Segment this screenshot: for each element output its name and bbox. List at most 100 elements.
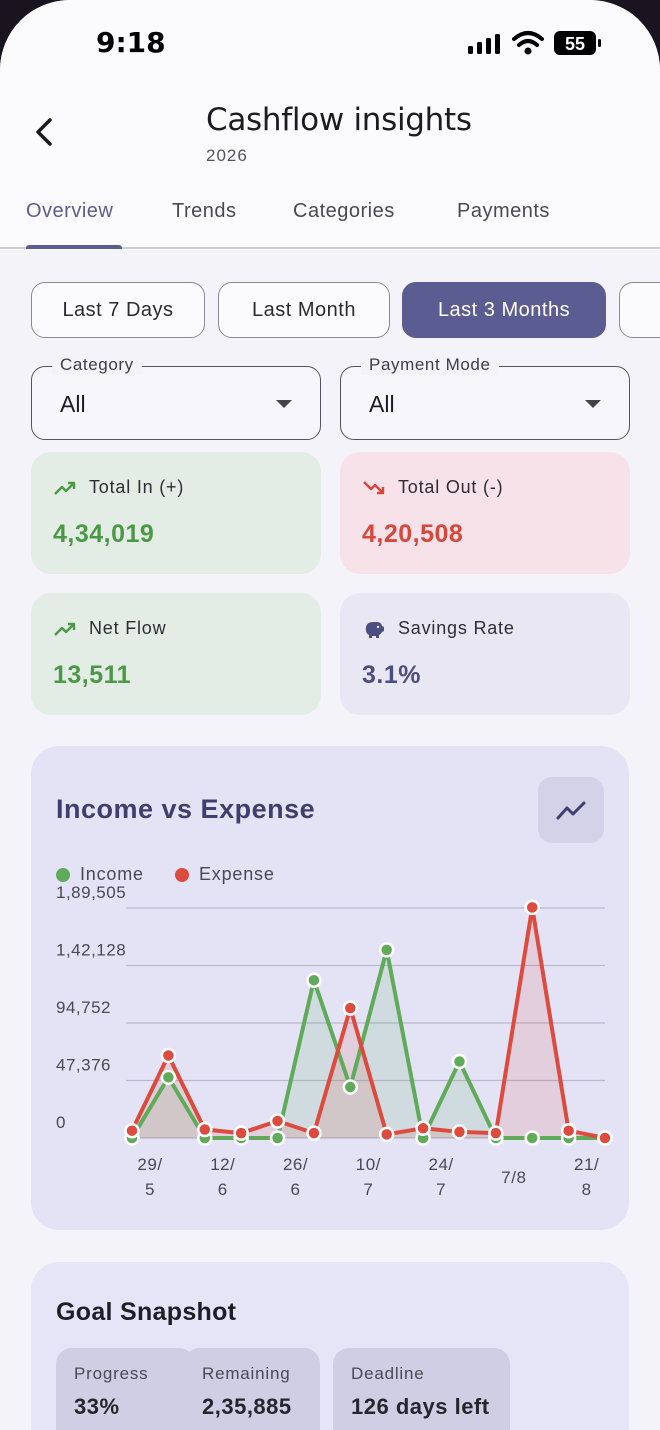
data-point-income	[378, 942, 395, 958]
goal-deadline-tile: Deadline 126 days left	[333, 1348, 510, 1430]
chart-type-toggle-button[interactable]	[538, 777, 604, 843]
legend-income: Income	[56, 864, 144, 885]
tab-categories[interactable]: Categories	[293, 200, 395, 222]
tab-divider	[0, 247, 660, 249]
net-flow-label: Net Flow	[89, 618, 167, 638]
goal-progress-label: Progress	[74, 1364, 149, 1383]
data-point-income	[451, 1053, 468, 1070]
legend-expense: Expense	[175, 864, 275, 885]
trending-up-icon	[54, 622, 76, 636]
data-point-income	[524, 1130, 540, 1146]
page-title: Cashflow insights	[206, 102, 472, 138]
x-tick-label: 10/	[356, 1155, 381, 1174]
x-tick-label: 5	[145, 1180, 155, 1199]
y-tick-label: 47,376	[56, 1056, 111, 1075]
savings-rate-card: Savings Rate 3.1%	[340, 593, 630, 715]
goal-deadline-value: 126 days left	[351, 1394, 490, 1419]
data-point-expense	[378, 1126, 395, 1143]
legend-income-label: Income	[80, 864, 144, 884]
goal-progress-value: 33%	[74, 1394, 120, 1419]
chip-last-7-days[interactable]: Last 7 Days	[31, 282, 205, 338]
goal-remaining-label: Remaining	[202, 1364, 291, 1383]
category-dropdown[interactable]: Category All	[31, 355, 321, 440]
net-flow-value: 13,511	[53, 661, 132, 689]
total-in-label: Total In (+)	[89, 477, 185, 497]
savings-rate-label: Savings Rate	[398, 618, 515, 638]
data-point-expense	[524, 899, 540, 916]
data-point-expense	[415, 1120, 431, 1137]
legend-dot-income	[56, 867, 70, 882]
status-bar: 9:18 55	[0, 0, 660, 90]
data-point-expense	[597, 1130, 613, 1146]
payment-mode-dropdown-label: Payment Mode	[361, 355, 499, 375]
category-dropdown-label: Category	[52, 355, 142, 375]
total-in-value: 4,34,019	[53, 520, 155, 548]
tab-trends[interactable]: Trends	[172, 200, 237, 222]
chip-last-month[interactable]: Last Month	[218, 282, 390, 338]
data-point-expense	[560, 1122, 577, 1139]
battery-icon: 55	[554, 31, 601, 55]
x-tick-label: 6	[291, 1180, 301, 1199]
piggy-bank-icon	[365, 622, 384, 638]
data-point-income	[269, 1130, 286, 1146]
goal-snapshot-title: Goal Snapshot	[56, 1298, 237, 1326]
active-tab-indicator	[26, 245, 122, 249]
line-chart: 1,89,505 1,42,128 94,752 47,376 0 29/5 12/6 26/…	[56, 883, 613, 1199]
x-tick-label: 21/	[574, 1155, 599, 1174]
clock: 9:18	[96, 26, 166, 59]
wifi-icon	[512, 31, 544, 55]
total-out-card: Total Out (-) 4,20,508	[340, 452, 630, 574]
data-point-expense	[269, 1113, 286, 1129]
goal-snapshot-card: Goal Snapshot Progress 33% Remaining 2,3…	[31, 1262, 629, 1430]
dropdown-arrow-icon	[585, 400, 601, 408]
x-tick-label: 7	[436, 1180, 446, 1199]
series-area-expense	[132, 907, 605, 1138]
data-point-expense	[197, 1121, 213, 1138]
series-area-income	[132, 949, 605, 1138]
total-out-label: Total Out (-)	[398, 477, 504, 497]
goal-remaining-tile: Remaining 2,35,885	[184, 1348, 320, 1430]
chart-title: Income vs Expense	[56, 794, 316, 824]
savings-rate-value: 3.1%	[362, 661, 421, 689]
y-tick-label: 1,89,505	[56, 883, 126, 902]
data-point-expense	[160, 1047, 177, 1064]
data-point-income	[160, 1069, 177, 1086]
x-tick-label: 26/	[283, 1155, 308, 1174]
tab-payments[interactable]: Payments	[457, 200, 550, 222]
back-arrow-icon[interactable]	[28, 112, 64, 152]
payment-mode-dropdown[interactable]: Payment Mode All	[340, 355, 630, 440]
x-tick-label: 24/	[429, 1155, 454, 1174]
payment-mode-dropdown-value: All	[369, 391, 395, 417]
x-tick-label: 7/8	[501, 1168, 526, 1187]
total-out-value: 4,20,508	[362, 520, 464, 548]
data-point-expense	[451, 1124, 468, 1140]
app-header: Cashflow insights 2026 Overview Trends C…	[0, 90, 660, 250]
y-tick-label: 1,42,128	[56, 941, 126, 960]
data-point-expense	[124, 1122, 140, 1139]
data-point-income	[342, 1079, 359, 1095]
legend-expense-label: Expense	[199, 864, 275, 884]
x-tick-label: 29/	[137, 1155, 162, 1174]
x-tick-label: 6	[218, 1180, 228, 1199]
x-tick-label: 8	[582, 1180, 592, 1199]
trending-down-icon	[363, 481, 385, 495]
tab-overview[interactable]: Overview	[26, 200, 114, 222]
data-point-expense	[488, 1125, 504, 1141]
net-flow-card: Net Flow 13,511	[31, 593, 321, 715]
chip-more[interactable]	[619, 282, 660, 338]
cellular-signal-icon	[468, 34, 500, 54]
goal-remaining-value: 2,35,885	[202, 1394, 292, 1419]
page-subtitle: 2026	[206, 146, 248, 165]
data-point-income	[306, 972, 322, 988]
category-dropdown-value: All	[60, 391, 86, 417]
trending-up-icon	[54, 481, 76, 495]
dropdown-arrow-icon	[276, 400, 292, 408]
data-point-expense	[233, 1125, 249, 1141]
y-tick-label: 94,752	[56, 998, 111, 1017]
total-in-card: Total In (+) 4,34,019	[31, 452, 321, 574]
goal-progress-tile: Progress 33%	[56, 1348, 195, 1430]
chip-last-3-months[interactable]: Last 3 Months	[402, 282, 606, 338]
income-expense-chart-card: Income vs Expense Income Expense 1,89,50…	[31, 746, 629, 1230]
data-point-expense	[342, 1000, 359, 1016]
data-point-expense	[306, 1125, 322, 1141]
